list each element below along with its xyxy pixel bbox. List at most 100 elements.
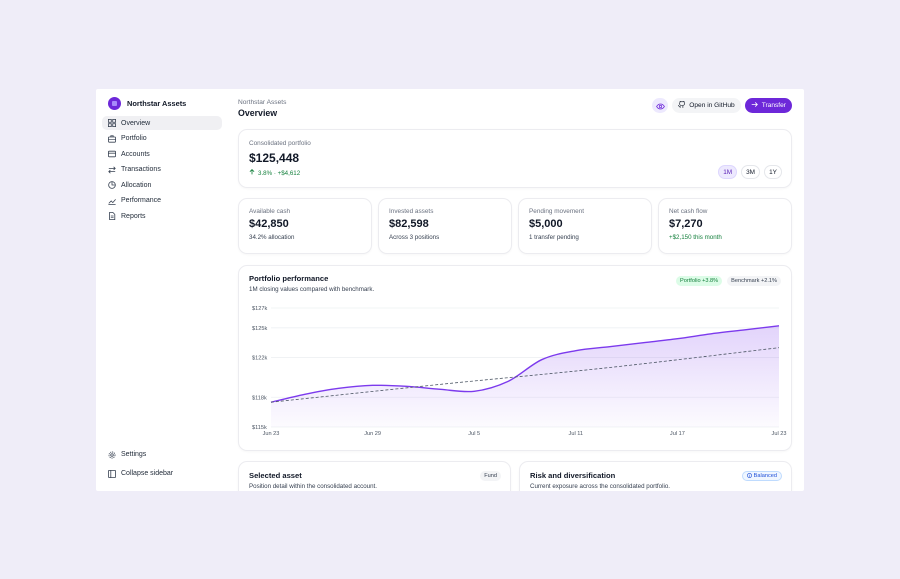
sidebar-item-transactions[interactable]: Transactions <box>102 163 222 177</box>
settings-label: Settings <box>121 451 147 458</box>
sidebar-item-label: Transactions <box>121 166 161 173</box>
y-tick-label: $115k <box>252 425 267 431</box>
stat-value: $5,000 <box>529 218 563 230</box>
pie-icon <box>108 181 116 189</box>
portfolio-change: 3.8% · +$4,612 <box>249 169 781 177</box>
sidebar-item-accounts[interactable]: Accounts <box>102 147 222 161</box>
x-tick-label: Jun 29 <box>364 431 381 437</box>
stat-value: $7,270 <box>669 218 703 230</box>
stat-label: Invested assets <box>389 208 434 215</box>
collapse-sidebar-button[interactable]: Collapse sidebar <box>102 467 222 481</box>
portfolio-summary-card: Consolidated portfolio $125,448 3.8% · +… <box>238 129 792 188</box>
arrow-up-icon <box>249 169 255 177</box>
stat-sub: 34.2% allocation <box>249 234 295 241</box>
performance-badges: Portfolio +3.8% Benchmark +2.1% <box>676 276 781 286</box>
sidebar-item-portfolio[interactable]: Portfolio <box>102 132 222 146</box>
stat-label: Pending movement <box>529 208 585 215</box>
transfer-label: Transfer <box>761 102 786 109</box>
grid-icon <box>108 119 116 127</box>
stat-card-available-cash: Available cash $42,850 34.2% allocation <box>238 198 372 254</box>
range-3m-button[interactable]: 3M <box>741 165 760 179</box>
stat-sub: 1 transfer pending <box>529 234 579 241</box>
performance-title: Portfolio performance <box>249 274 329 283</box>
range-selector: 1M 3M 1Y <box>718 165 782 179</box>
sidebar-item-reports[interactable]: Reports <box>102 209 222 223</box>
transfer-button[interactable]: Transfer <box>744 98 792 113</box>
risk-subtitle: Current exposure across the consolidated… <box>530 483 670 490</box>
portfolio-series-line <box>270 325 780 403</box>
briefcase-icon <box>108 134 116 143</box>
arrow-right-icon <box>751 101 758 110</box>
risk-card: Risk and diversification Current exposur… <box>519 461 792 491</box>
main-content: Northstar Assets Overview Open in GitHub <box>238 89 792 491</box>
risk-title: Risk and diversification <box>530 471 616 480</box>
eye-icon <box>655 97 665 115</box>
y-tick-label: $125k <box>252 326 267 332</box>
arrows-swap-icon <box>108 166 116 174</box>
x-tick-label: Jul 11 <box>569 431 584 437</box>
sidebar-item-label: Reports <box>121 212 146 220</box>
sidebar-item-label: Accounts <box>121 150 150 158</box>
sidebar-nav: Overview Portfolio Accounts Transactions <box>102 116 222 223</box>
page-title: Overview <box>238 108 278 118</box>
info-icon <box>746 472 752 480</box>
portfolio-label: Consolidated portfolio <box>249 140 311 147</box>
stat-value: $82,598 <box>389 218 429 230</box>
gear-icon <box>108 451 116 459</box>
breadcrumb[interactable]: Northstar Assets <box>238 99 287 106</box>
selected-asset-subtitle: Position detail within the consolidated … <box>249 483 377 490</box>
github-label: Open in GitHub <box>689 102 735 109</box>
x-tick-label: Jun 23 <box>263 431 280 437</box>
page-header: Northstar Assets Overview Open in GitHub <box>238 89 792 125</box>
wallet-icon <box>108 150 116 158</box>
stat-sub: Across 3 positions <box>389 234 440 241</box>
sidebar-item-performance[interactable]: Performance <box>102 194 222 208</box>
sidebar-item-overview[interactable]: Overview <box>102 116 222 130</box>
y-tick-label: $122k <box>252 356 267 362</box>
sidebar-item-settings[interactable]: Settings <box>102 448 222 462</box>
sidebar-item-label: Performance <box>121 197 162 204</box>
stat-card-net-cash-flow: Net cash flow $7,270 +$2,150 this month <box>658 198 792 254</box>
sidebar-item-label: Overview <box>121 119 151 127</box>
stat-value: $42,850 <box>249 218 289 230</box>
sidebar-footer: Settings Collapse sidebar <box>102 443 222 483</box>
sidebar-item-label: Portfolio <box>121 135 147 142</box>
github-icon <box>678 101 686 110</box>
fund-badge: Fund <box>480 471 501 481</box>
sidebar-item-label: Allocation <box>121 181 152 189</box>
performance-card: Portfolio performance 1M closing values … <box>238 265 792 451</box>
stat-card-invested-assets: Invested assets $82,598 Across 3 positio… <box>378 198 512 254</box>
selected-asset-card: Selected asset Position detail within th… <box>238 461 511 491</box>
app-window: Northstar Assets Overview Portfolio Acco… <box>96 89 804 491</box>
range-1y-button[interactable]: 1Y <box>764 165 782 179</box>
open-in-github-button[interactable]: Open in GitHub <box>672 98 741 113</box>
portfolio-value: $125,448 <box>249 151 300 165</box>
y-tick-label: $127k <box>252 306 267 312</box>
stat-sub: +$2,150 this month <box>669 234 722 241</box>
selected-asset-title: Selected asset <box>249 471 302 480</box>
performance-header: Portfolio performance 1M closing values … <box>249 274 374 293</box>
x-tick-label: Jul 17 <box>670 431 685 437</box>
portfolio-change-text: 3.8% · +$4,612 <box>258 169 301 177</box>
stat-label: Net cash flow <box>669 208 708 215</box>
benchmark-badge: Benchmark +2.1% <box>727 276 781 286</box>
x-tick-label: Jul 23 <box>772 431 787 437</box>
brand[interactable]: Northstar Assets <box>108 96 222 110</box>
line-chart-icon <box>108 197 116 205</box>
range-1m-button[interactable]: 1M <box>718 165 738 179</box>
portfolio-badge: Portfolio +3.8% <box>676 276 723 286</box>
sidebar: Northstar Assets Overview Portfolio Acco… <box>96 89 228 491</box>
performance-subtitle: 1M closing values compared with benchmar… <box>249 286 375 293</box>
collapse-label: Collapse sidebar <box>121 470 174 477</box>
performance-chart: $115k $118k $122k $125k $127k Jun 23 Jun 29 Jul… <box>252 306 787 437</box>
benchmark-series-line <box>270 347 780 403</box>
y-tick-label: $118k <box>252 395 267 401</box>
stat-label: Available cash <box>249 208 291 215</box>
sidebar-panel-icon <box>108 469 116 478</box>
file-icon <box>108 212 116 220</box>
sidebar-item-allocation[interactable]: Allocation <box>102 178 222 192</box>
brand-logo <box>108 96 121 110</box>
visibility-toggle-button[interactable] <box>652 97 669 115</box>
balanced-badge: Balanced <box>741 471 782 481</box>
brand-name: Northstar Assets <box>127 98 187 108</box>
